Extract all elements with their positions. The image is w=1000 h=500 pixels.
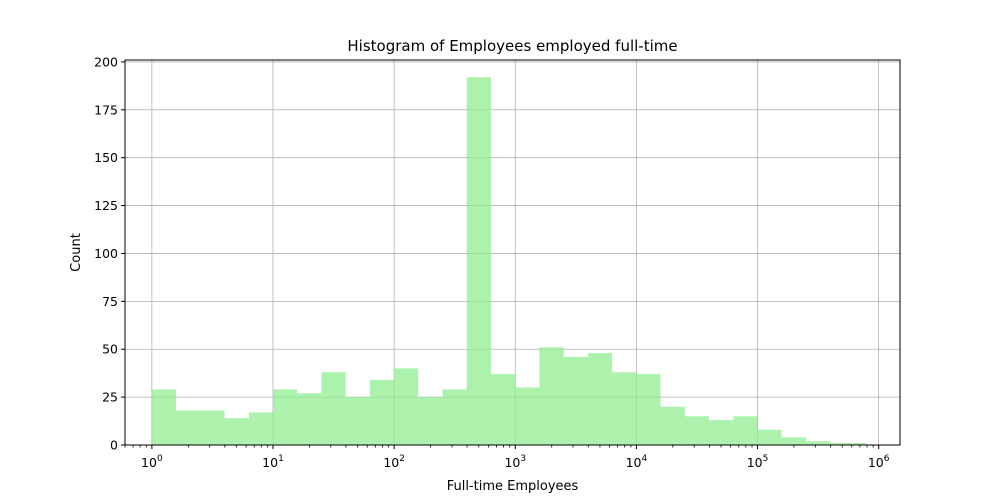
y-tick-label: 100	[94, 246, 118, 261]
histogram-bar	[709, 420, 734, 445]
y-tick-label: 50	[102, 342, 118, 357]
chart-title: Histogram of Employees employed full-tim…	[347, 37, 677, 55]
y-tick-label: 125	[94, 198, 118, 213]
y-tick-label: 75	[102, 294, 118, 309]
histogram-bar	[684, 416, 710, 445]
y-tick-label: 200	[94, 54, 118, 69]
histogram-bar	[733, 416, 758, 445]
histogram-bar	[321, 372, 346, 445]
histogram-bar	[491, 374, 516, 445]
y-axis-title: Count	[69, 233, 84, 272]
histogram-bar	[781, 437, 806, 445]
histogram-bar	[273, 389, 298, 445]
y-tick-label: 175	[94, 102, 118, 117]
histogram-bar	[248, 412, 274, 445]
histogram-bar	[515, 387, 540, 445]
x-tick-label: 101	[262, 454, 284, 470]
x-tick-label: 104	[626, 454, 648, 470]
histogram-bars	[151, 77, 867, 446]
x-tick-label: 100	[141, 454, 163, 470]
x-tick-label: 106	[868, 454, 890, 470]
histogram-bar	[466, 77, 492, 446]
histogram-bar	[539, 347, 564, 445]
histogram-bar	[442, 389, 467, 445]
histogram-bar	[394, 368, 419, 445]
x-tick-label: 103	[504, 454, 526, 470]
histogram-bar	[660, 406, 685, 445]
histogram-bar	[757, 429, 782, 445]
histogram-bar	[297, 393, 322, 445]
histogram-bar	[369, 379, 395, 445]
histogram-bar	[854, 443, 867, 445]
y-tick-label: 25	[102, 390, 118, 405]
histogram-bar	[563, 356, 588, 445]
x-axis-title: Full-time Employees	[447, 479, 579, 494]
histogram-bar	[151, 389, 176, 445]
histogram-bar	[830, 443, 855, 445]
y-tick-label: 150	[94, 150, 118, 165]
axis-ticks: 0 25 50 75 100 125 150 175 200 100 101 102 103 104 105…	[94, 54, 890, 470]
y-tick-label: 0	[110, 438, 118, 453]
histogram-bar	[224, 418, 249, 445]
histogram-bar	[587, 353, 613, 445]
histogram-bar	[612, 372, 637, 445]
histogram-bar	[805, 441, 831, 445]
plot-frame	[124, 59, 901, 446]
x-tick-label: 102	[383, 454, 405, 470]
histogram-bar	[636, 374, 661, 445]
histogram-bar	[345, 397, 370, 445]
histogram-bar	[418, 397, 443, 445]
histogram-bar	[175, 410, 201, 445]
histogram-bar	[200, 410, 225, 445]
x-tick-label: 105	[747, 454, 769, 470]
